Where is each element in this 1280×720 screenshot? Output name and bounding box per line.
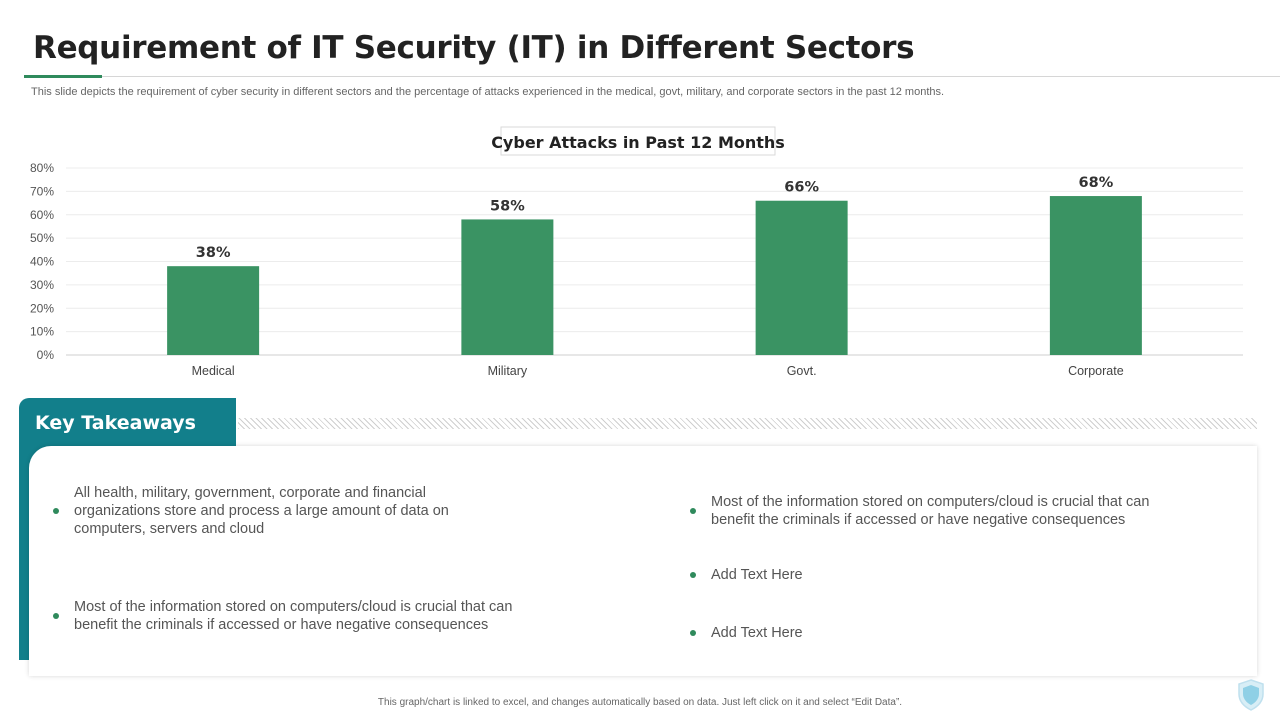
title-accent-bar	[24, 75, 102, 78]
y-tick-label: 60%	[30, 208, 54, 222]
takeaway-text: Add Text Here	[711, 625, 803, 641]
data-label: 58%	[490, 198, 525, 214]
bar-military[interactable]	[461, 219, 554, 355]
takeaways-heading: Key Takeaways	[35, 412, 196, 434]
takeaway-item: Most of the information stored on comput…	[690, 493, 1170, 529]
bar-govt[interactable]	[755, 200, 848, 355]
chart-title: Cyber Attacks in Past 12 Months	[491, 133, 785, 152]
bullet-dot-icon	[690, 508, 696, 514]
takeaway-item: Most of the information stored on comput…	[53, 598, 533, 634]
shield-icon	[1238, 679, 1264, 711]
y-tick-label: 20%	[30, 301, 54, 315]
takeaway-text: Add Text Here	[711, 567, 803, 583]
y-tick-label: 40%	[30, 255, 54, 269]
takeaway-item: Add Text Here	[690, 624, 990, 642]
y-tick-label: 50%	[30, 231, 54, 245]
chart-title-box: Cyber Attacks in Past 12 Months	[491, 126, 785, 156]
takeaway-text: Most of the information stored on comput…	[711, 494, 1150, 528]
takeaways-tab	[19, 398, 236, 450]
y-tick-label: 30%	[30, 278, 54, 292]
x-category-label: Military	[488, 364, 528, 378]
y-tick-label: 0%	[37, 348, 55, 362]
bullet-dot-icon	[690, 572, 696, 578]
data-label: 66%	[784, 180, 819, 196]
x-category-label: Corporate	[1068, 364, 1124, 378]
bullet-dot-icon	[53, 613, 59, 619]
takeaway-text: All health, military, government, corpor…	[74, 485, 449, 537]
takeaway-item: Add Text Here	[690, 566, 990, 584]
takeaways-panel	[29, 446, 1257, 676]
bullet-dot-icon	[53, 508, 59, 514]
x-category-label: Medical	[192, 364, 235, 378]
slide-subtitle: This slide depicts the requirement of cy…	[31, 86, 945, 98]
bullet-dot-icon	[690, 630, 696, 636]
data-label: 38%	[196, 245, 231, 261]
data-label: 68%	[1079, 175, 1114, 191]
title-divider	[24, 76, 1280, 77]
takeaway-text: Most of the information stored on comput…	[74, 599, 513, 633]
bar-corporate[interactable]	[1049, 196, 1142, 355]
y-tick-label: 80%	[30, 161, 54, 175]
footer-note: This graph/chart is linked to excel, and…	[377, 697, 903, 708]
x-category-label: Govt.	[787, 364, 817, 378]
bar-chart[interactable]: Cyber Attacks in Past 12 Months 0% 10% 20%…	[0, 120, 1280, 390]
y-tick-label: 70%	[30, 184, 54, 198]
takeaways-hatch-divider	[238, 418, 1257, 429]
takeaway-item: All health, military, government, corpor…	[53, 484, 493, 538]
bar-medical[interactable]	[167, 266, 260, 355]
y-tick-label: 10%	[30, 325, 54, 339]
slide-title: Requirement of IT Security (IT) in Diffe…	[33, 30, 915, 66]
